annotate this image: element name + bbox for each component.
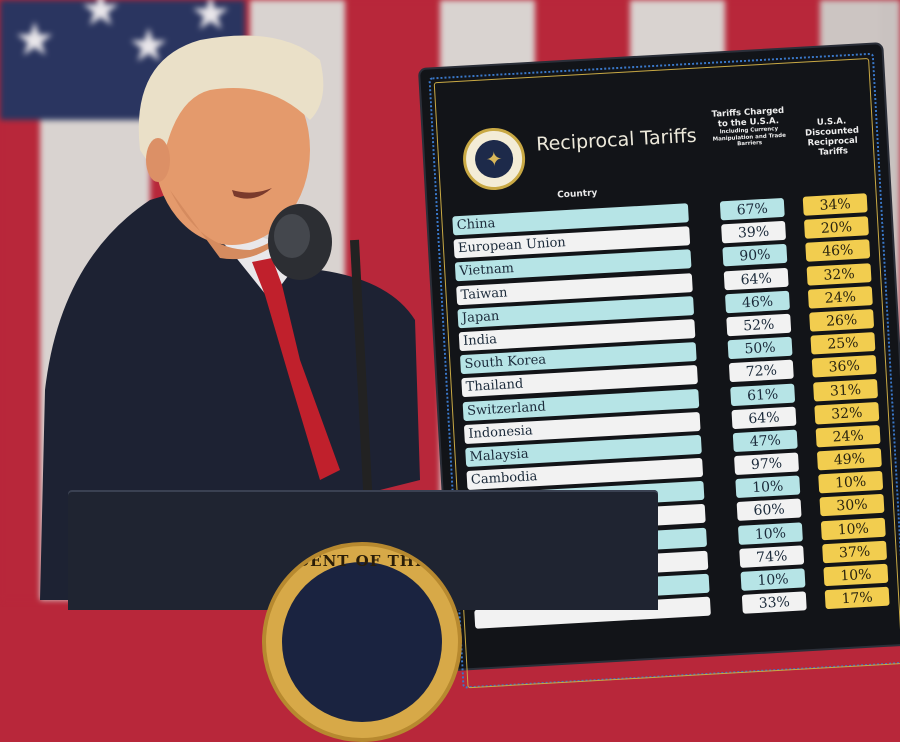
red-tie — [252, 258, 340, 480]
microphone-stand — [350, 239, 373, 495]
podium-seal-text: SIDENT OF THE U — [276, 552, 448, 570]
podium-presidential-seal: SIDENT OF THE U — [262, 542, 462, 742]
face — [154, 55, 310, 245]
hair — [138, 35, 324, 180]
